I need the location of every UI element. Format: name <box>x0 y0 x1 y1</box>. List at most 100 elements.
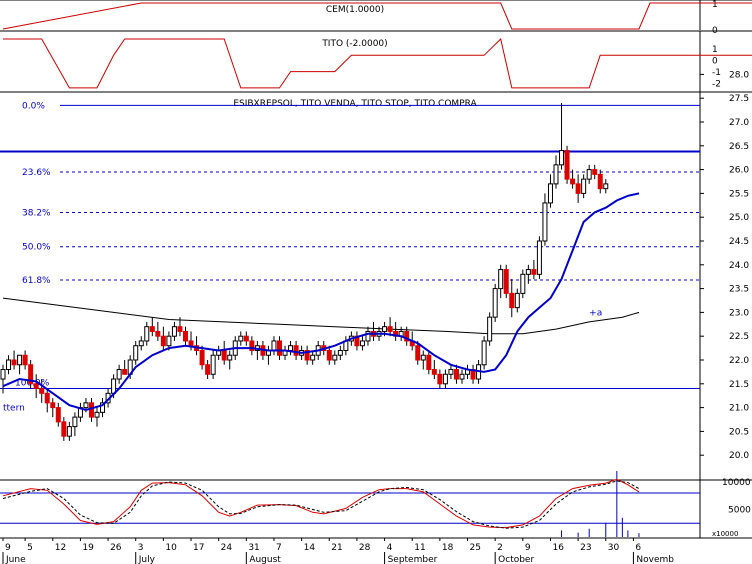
candle-body <box>404 330 410 342</box>
candle-body <box>271 340 277 351</box>
tito-panel: TITO (-2.0000) 1 0-1 -2 <box>0 30 752 92</box>
price-ytick-label: 21.0 <box>729 404 749 414</box>
candle-body <box>0 369 6 380</box>
month-label: October <box>498 555 534 564</box>
candle-body <box>160 335 166 347</box>
candle-body <box>426 354 432 371</box>
candle-body <box>337 349 343 356</box>
candle-body <box>277 340 282 356</box>
candle-body <box>88 402 94 418</box>
candle-body <box>210 354 216 375</box>
price-annotation: +a <box>589 308 602 318</box>
candle-body <box>570 178 576 185</box>
candle-body <box>17 354 23 366</box>
candle-body <box>509 292 515 309</box>
candle-body <box>243 335 249 342</box>
x-tick-label: 25 <box>470 543 481 553</box>
candle-body <box>442 373 448 385</box>
month-label: September <box>388 555 438 564</box>
month-label: June <box>5 555 26 564</box>
candle-body <box>199 349 205 366</box>
fib-level-label: 0.0% <box>22 101 45 111</box>
candle-body <box>304 349 310 361</box>
oscillator-signal-line <box>2 480 640 529</box>
cem-step-line <box>2 2 752 30</box>
x-tick-label: 17 <box>193 543 204 553</box>
candle-body <box>288 345 294 351</box>
x-tick-label: 26 <box>110 543 122 553</box>
candle-body <box>249 340 255 351</box>
fib-level-label: 50.0% <box>22 243 51 253</box>
price-ytick-label: 26.5 <box>729 142 749 152</box>
chart-title: ESIBXREPSOL, TITO VENDA, TITO STOP, TITO… <box>233 99 477 109</box>
candle-body <box>597 173 603 190</box>
x-tick-label: 3 <box>138 543 144 553</box>
price-ytick-label: 20.5 <box>729 427 749 437</box>
price-ytick-label: 25.5 <box>729 189 749 199</box>
candle-body <box>492 288 498 318</box>
price-ytick-label: 28.0 <box>729 70 749 80</box>
candle-body <box>310 354 316 361</box>
x-tick-label: 28 <box>359 543 371 553</box>
candle-body <box>564 150 570 180</box>
candle-body <box>542 202 548 242</box>
candle-body <box>44 392 50 404</box>
candle-body <box>326 349 332 361</box>
candle-body <box>55 407 61 423</box>
x-tick-label: 24 <box>221 543 233 553</box>
osc-ytick-label: 5000 <box>728 506 751 516</box>
candle-body <box>133 345 139 361</box>
fib-level-label: 61.8% <box>22 276 51 286</box>
fib-level-label: 23.6% <box>22 168 51 178</box>
candle-body <box>514 292 520 309</box>
x-tick-label: 11 <box>414 543 425 553</box>
candle-body <box>581 178 587 194</box>
candle-body <box>100 402 106 413</box>
price-ytick-label: 23.5 <box>729 285 749 295</box>
candle-body <box>431 369 437 375</box>
candle-body <box>39 388 45 394</box>
x-tick-label: 4 <box>387 543 393 553</box>
x-tick-label: 12 <box>55 543 66 553</box>
candle-body <box>111 378 117 394</box>
x-tick-label: 10 <box>165 543 177 553</box>
oscillator-main-line <box>2 478 640 529</box>
x-tick-label: 7 <box>276 543 282 553</box>
candle-body <box>6 359 12 371</box>
x-tick-label: 18 <box>442 543 454 553</box>
candle-body <box>536 240 542 275</box>
candle-body <box>122 369 128 375</box>
candle-body <box>559 150 565 166</box>
candle-body <box>66 426 72 437</box>
candle-body <box>205 364 211 375</box>
x-tick-label: 16 <box>552 543 564 553</box>
candle-body <box>603 183 609 190</box>
fib-level-label: 38.2% <box>22 208 51 218</box>
candle-body <box>166 335 172 347</box>
candle-body <box>182 330 188 342</box>
price-ytick-label: 22.5 <box>729 332 749 342</box>
candle-body <box>33 383 39 390</box>
candle-body <box>453 369 459 380</box>
tito-ytick-label: -1 <box>712 68 721 78</box>
candle-body <box>83 402 89 409</box>
price-ytick-label: 26.0 <box>729 166 749 176</box>
price-ytick-label: 20.0 <box>729 451 749 461</box>
volume-unit-label: x10000 <box>712 530 738 538</box>
candle-body <box>94 411 100 418</box>
candle-body <box>487 316 493 342</box>
tito-ytick-label: 1 <box>712 45 718 55</box>
candle-body <box>11 359 17 366</box>
candle-body <box>238 335 244 342</box>
price-ytick-label: 23.0 <box>729 308 749 318</box>
candle-body <box>481 340 487 366</box>
x-tick-label: 19 <box>82 543 94 553</box>
candle-body <box>227 354 233 361</box>
candle-body <box>586 169 592 180</box>
candle-body <box>420 354 426 361</box>
price-ytick-label: 27.5 <box>729 94 749 104</box>
candle-body <box>498 269 504 290</box>
candle-body <box>459 373 465 380</box>
month-label: Novemb <box>636 555 674 564</box>
